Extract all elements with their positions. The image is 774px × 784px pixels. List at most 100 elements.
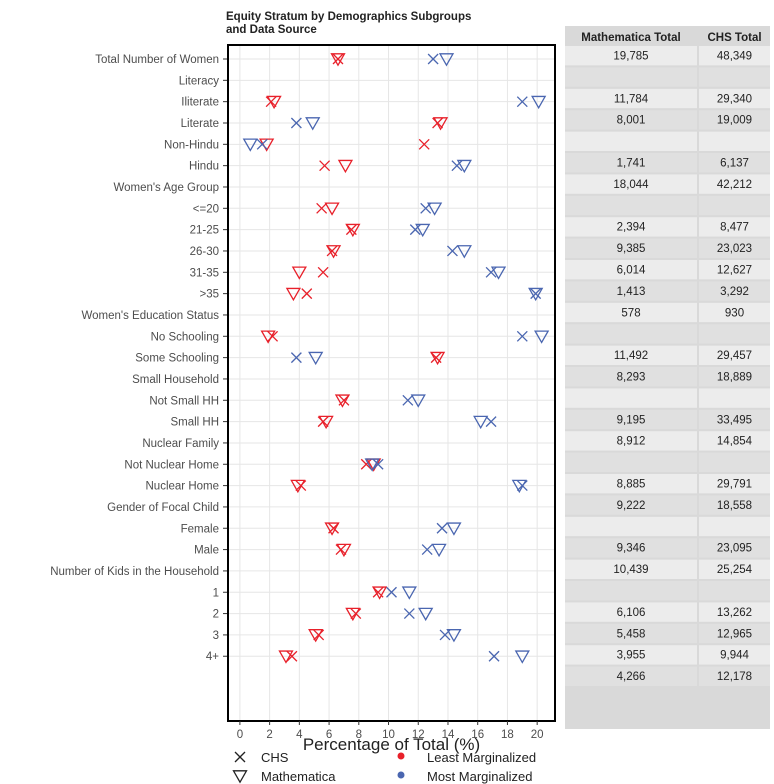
- table-cell: [699, 409, 770, 430]
- table-cell: [565, 666, 697, 686]
- table-cell: [565, 110, 697, 130]
- table-cell: [699, 495, 770, 515]
- point-mathematica-least: [371, 586, 388, 600]
- point-mathematica-most: [401, 586, 417, 600]
- point-mathematica-least: [278, 650, 294, 664]
- table-cell: [565, 238, 697, 258]
- table-cell: [565, 88, 697, 109]
- point-mathematica-most: [446, 629, 462, 643]
- point-chs-most: [485, 266, 497, 278]
- point-chs-least: [372, 586, 384, 598]
- chs-total-value: 48,349: [717, 51, 752, 63]
- row-label: Nuclear Home: [146, 481, 220, 493]
- legend-most-label: Most Marginalized: [427, 769, 533, 784]
- point-chs-most: [485, 416, 497, 428]
- chart-title-line-1: Equity Stratum by Demographics Subgroups: [226, 11, 471, 23]
- table-cell: [699, 46, 770, 66]
- point-mathematica-most: [490, 266, 507, 280]
- chs-total-value: 9,944: [720, 650, 749, 662]
- row-label: Female: [181, 523, 219, 535]
- point-chs-most: [516, 480, 528, 492]
- point-mathematica-most: [446, 522, 462, 536]
- point-chs-most: [488, 650, 500, 662]
- mathematica-total-value: 8,001: [617, 115, 646, 127]
- point-chs-most: [530, 288, 542, 300]
- table-cell: [565, 46, 697, 66]
- x-tick-label: 2: [266, 729, 272, 741]
- point-chs-most: [446, 245, 458, 257]
- point-chs-most: [439, 629, 451, 641]
- table-cell: [565, 345, 697, 365]
- table-cell: [565, 495, 697, 515]
- table-cell: [699, 666, 770, 686]
- mathematica-total-value: 1,741: [617, 158, 646, 170]
- point-mathematica-least: [334, 394, 351, 408]
- mathematica-total-value: 5,458: [617, 628, 646, 640]
- table-cell: [565, 452, 697, 472]
- point-mathematica-most: [431, 543, 447, 558]
- table-cell: [699, 67, 770, 87]
- chs-total-value: 29,457: [717, 350, 752, 362]
- point-chs-most: [290, 352, 302, 364]
- mathematica-total-value: 4,266: [617, 671, 646, 683]
- chs-total-value: 33,495: [717, 414, 752, 426]
- chs-total-value: 14,854: [717, 436, 753, 448]
- table-cell: [565, 217, 697, 237]
- mathematica-total-value: 6,014: [617, 265, 646, 277]
- point-chs-least: [267, 330, 279, 342]
- legend-mathematica-icon: [232, 770, 248, 784]
- chs-total-value: 29,340: [717, 93, 752, 105]
- point-mathematica-least: [285, 287, 302, 302]
- point-chs-most: [420, 202, 432, 214]
- table-cell: [699, 581, 770, 601]
- point-mathematica-most: [418, 607, 434, 622]
- point-mathematica-most: [305, 117, 321, 131]
- x-tick-label: 12: [412, 729, 425, 741]
- table-cell: [699, 324, 770, 344]
- table-cell: [699, 302, 770, 323]
- table-cell: [699, 388, 770, 408]
- x-tick-label: 0: [237, 729, 243, 741]
- point-chs-least: [432, 117, 444, 129]
- chs-total-value: 6,137: [720, 158, 749, 170]
- row-label: 26-30: [190, 246, 219, 258]
- point-mathematica-least: [345, 223, 361, 238]
- mathematica-total-value: 8,293: [617, 372, 646, 384]
- legend-chs-icon: [234, 751, 246, 763]
- chs-total-value: 8,477: [720, 222, 749, 234]
- row-label: <=20: [193, 203, 219, 215]
- point-chs-least: [332, 53, 344, 65]
- row-label: Male: [194, 545, 219, 557]
- point-chs-most: [290, 117, 302, 129]
- point-chs-most: [372, 458, 384, 470]
- table-cell: [699, 131, 770, 151]
- point-chs-least: [430, 352, 442, 364]
- table-cell: [565, 431, 697, 451]
- point-chs-most: [402, 394, 414, 406]
- point-mathematica-least: [324, 522, 340, 536]
- mathematica-total-value: 10,439: [613, 564, 648, 576]
- mathematica-total-value: 11,784: [614, 93, 649, 105]
- mathematica-total-value: 9,385: [617, 243, 646, 255]
- table-cell: [699, 602, 770, 622]
- point-chs-most: [427, 53, 439, 65]
- table-cell: [699, 110, 770, 130]
- chs-total-value: 930: [725, 307, 744, 319]
- mathematica-total-value: 6,106: [617, 607, 646, 619]
- table-cell: [699, 474, 770, 494]
- mathematica-total-value: 9,195: [617, 414, 646, 426]
- table-cell: [565, 367, 697, 387]
- point-mathematica-least: [325, 245, 342, 259]
- x-tick-label: 20: [531, 729, 544, 741]
- chs-total-value: 23,023: [717, 243, 752, 255]
- row-label: Not Nuclear Home: [124, 459, 219, 471]
- point-chs-least: [301, 288, 313, 300]
- table-cell: [565, 174, 697, 194]
- x-tick-label: 18: [501, 729, 514, 741]
- x-tick-label: 14: [442, 729, 455, 741]
- point-chs-least: [317, 416, 329, 428]
- table-cell: [699, 538, 770, 558]
- chs-total-value: 12,627: [717, 265, 752, 277]
- point-mathematica-least: [324, 202, 340, 216]
- point-chs-least: [317, 266, 329, 278]
